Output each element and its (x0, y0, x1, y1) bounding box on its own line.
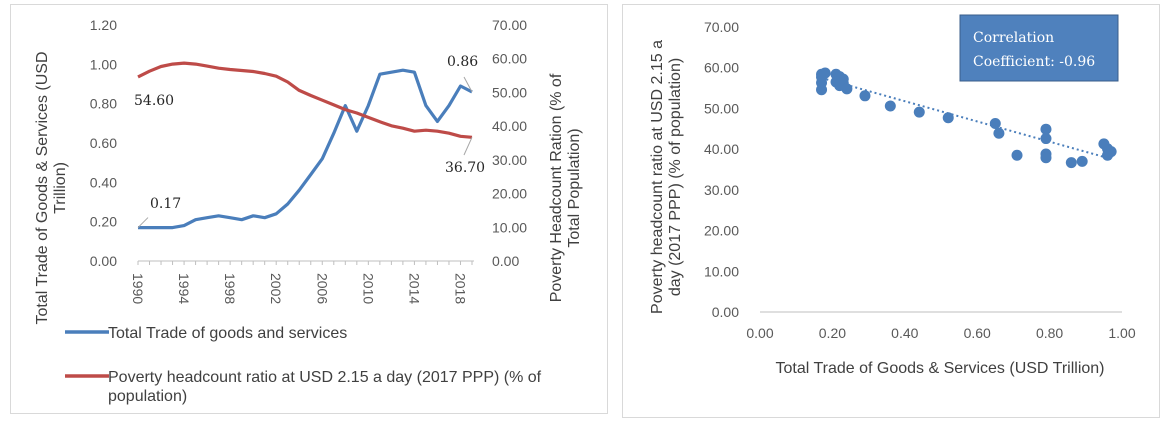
x-tick-label: 1998 (222, 273, 238, 304)
scatter-point (1102, 149, 1114, 161)
y-tick-label: 50.00 (704, 100, 739, 116)
y-tick-label: 60.00 (704, 60, 739, 76)
trendline (821, 76, 1112, 160)
y-tick-label: 70.00 (704, 19, 739, 35)
right-y-tick-label: 70.00 (492, 17, 527, 33)
y-axis-title-line: day (2017 PPP) (% of population) (667, 58, 684, 296)
right-y-tick-label: 20.00 (492, 186, 527, 202)
data-label-trade-last: 0.86 (447, 54, 478, 70)
y-tick-label: 20.00 (704, 223, 739, 239)
left-y-tick-label: 0.80 (90, 96, 117, 112)
y-axis-title-line: Poverty headcount ratio at USD 2.15 a (649, 40, 666, 314)
poverty-series-line (137, 61, 473, 139)
scatter-chart-panel: 0.00 10.00 20.00 30.00 40.00 50.00 60.00 70.00 0… (622, 4, 1160, 418)
y-tick-label: 10.00 (704, 263, 739, 279)
trade-series-line (138, 68, 473, 230)
x-tick-label: 2014 (406, 273, 422, 304)
x-tick-label: 0.00 (746, 325, 773, 341)
dual-axis-line-chart-panel: 0.00 0.20 0.40 0.60 0.80 1.00 1.20 0.00 10.00 20.… (10, 4, 608, 414)
correlation-box (959, 14, 1119, 82)
left-y-tick-label: 1.00 (90, 56, 117, 72)
scatter-point (819, 67, 831, 79)
x-tick-label: 0.60 (964, 325, 991, 341)
scatter-point (1065, 157, 1077, 169)
y-tick-label: 0.00 (712, 304, 739, 320)
scatter-point (859, 90, 871, 102)
left-y-tick-label: 1.20 (90, 17, 117, 33)
left-axis-title-line: Trillion) (52, 162, 69, 214)
data-label-poverty-first: 54.60 (134, 93, 174, 109)
left-y-tick-label: 0.00 (90, 253, 117, 269)
left-y-tick-label: 0.20 (90, 214, 117, 230)
legend-label-poverty-line: population) (108, 388, 187, 405)
right-y-tick-label: 10.00 (492, 219, 527, 235)
scatter-point (884, 100, 896, 112)
scatter-point (1040, 123, 1052, 135)
scatter-point (942, 112, 954, 124)
scatter-point (1040, 152, 1052, 164)
x-tick-label: 1990 (130, 273, 146, 304)
legend-label-trade: Total Trade of goods and services (108, 325, 347, 342)
correlation-label-line: Correlation (973, 30, 1054, 46)
legend-label-poverty-line: Poverty headcount ratio at USD 2.15 a da… (108, 369, 542, 386)
right-axis-title-line: Poverty Headcount Ration (% of (548, 73, 565, 302)
y-tick-label: 40.00 (704, 141, 739, 157)
right-y-tick-label: 30.00 (492, 152, 527, 168)
right-y-tick-label: 40.00 (492, 118, 527, 134)
data-label-trade-first: 0.17 (150, 196, 181, 212)
legend-label-poverty: Poverty headcount ratio at USD 2.15 a da… (108, 369, 542, 405)
data-label-poverty-last: 36.70 (445, 160, 485, 176)
scatter-point (1011, 149, 1023, 161)
left-axis-title: Total Trade of Goods & Services (USDTril… (34, 52, 69, 325)
y-axis-title: Poverty headcount ratio at USD 2.15 aday… (649, 40, 684, 314)
scatter-point (913, 106, 925, 118)
left-y-tick-label: 0.40 (90, 174, 117, 190)
scatter-point (1076, 155, 1088, 167)
x-tick-label: 1994 (176, 273, 192, 304)
right-axis-title: Poverty Headcount Ration (% ofTotal Popu… (548, 73, 583, 302)
x-tick-label: 0.40 (891, 325, 918, 341)
left-axis-title-line: Total Trade of Goods & Services (USD (34, 52, 51, 325)
x-tick-label: 2006 (314, 273, 330, 304)
scatter-point (989, 117, 1001, 129)
x-tick-label: 2002 (268, 273, 284, 304)
right-y-tick-label: 0.00 (492, 253, 519, 269)
x-axis-title: Total Trade of Goods & Services (USD Tri… (775, 360, 1104, 377)
line-chart-svg: 0.00 0.20 0.40 0.60 0.80 1.00 1.20 0.00 10.00 20.… (34, 17, 583, 405)
x-tick-label: 1.00 (1108, 325, 1135, 341)
x-tick-label: 2010 (360, 273, 376, 304)
x-tick-label: 0.80 (1036, 325, 1063, 341)
right-y-tick-label: 50.00 (492, 84, 527, 100)
right-axis-title-line: Total Population) (566, 128, 583, 247)
x-tick-label: 2018 (452, 273, 468, 304)
y-tick-label: 30.00 (704, 182, 739, 198)
x-tick-label: 0.20 (819, 325, 846, 341)
leader-line (463, 76, 473, 93)
leader-line (463, 137, 473, 156)
correlation-label-line: Coefficient: -0.96 (973, 54, 1095, 70)
scatter-point (841, 83, 853, 95)
scatter-point (1040, 133, 1052, 145)
left-y-tick-label: 0.60 (90, 135, 117, 151)
scatter-chart-svg: 0.00 10.00 20.00 30.00 40.00 50.00 60.00 70.00 0… (649, 14, 1136, 377)
leader-line (137, 217, 149, 228)
right-y-tick-label: 60.00 (492, 51, 527, 67)
scatter-point (993, 127, 1005, 139)
